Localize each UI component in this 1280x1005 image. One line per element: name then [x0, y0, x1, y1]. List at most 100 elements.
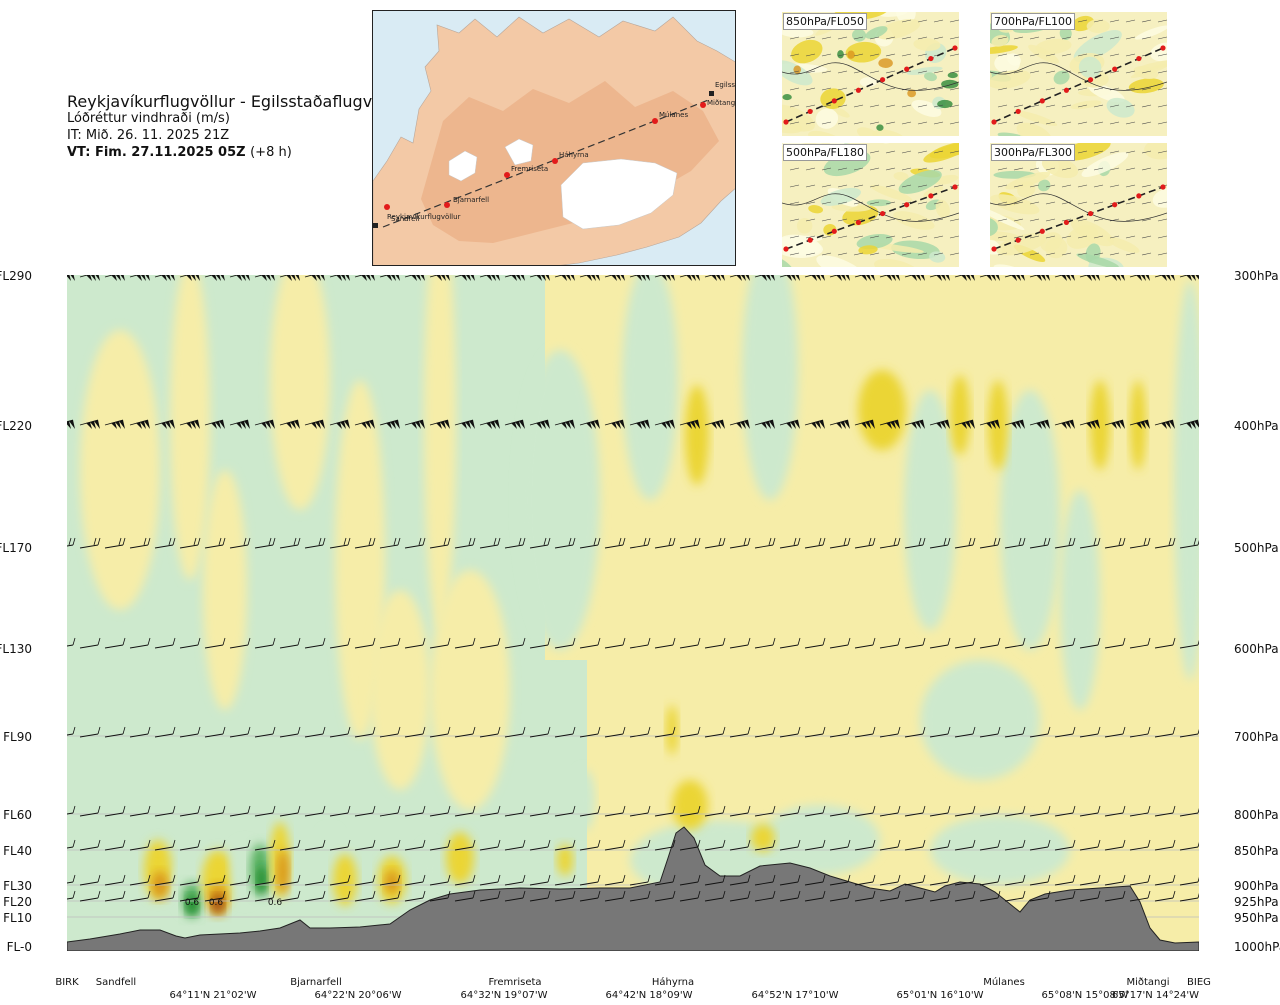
panel-wind-cell: [1028, 44, 1060, 64]
barb-feather: [597, 726, 601, 735]
barb-flag: [365, 421, 371, 429]
wind-barb: [854, 637, 876, 649]
panel-wind-barb: [949, 167, 959, 171]
panel-wind-barb: [949, 104, 959, 108]
barb-feather: [722, 839, 726, 848]
wind-barb: [904, 275, 925, 281]
wind-barb: [154, 890, 176, 902]
barb-staff: [504, 644, 524, 649]
wind-barb: [704, 839, 726, 851]
barb-staff: [354, 846, 374, 851]
barb-feather: [222, 637, 226, 646]
barb-feather: [668, 537, 672, 546]
wind-barb: [154, 537, 176, 549]
barb-feather: [447, 537, 451, 546]
barb-feather: [822, 839, 826, 848]
panel-wind-barb: [997, 184, 1008, 188]
wind-barb: [454, 839, 476, 851]
wind-barb: [729, 874, 751, 886]
barb-staff: [1079, 897, 1099, 902]
wind-field-cell: [666, 705, 678, 755]
barb-feather: [1147, 805, 1151, 814]
barb-feather: [1097, 874, 1101, 883]
barb-flag: [486, 275, 492, 281]
barb-feather: [97, 805, 101, 814]
panel-wind-barb: [1029, 235, 1040, 239]
barb-feather: [197, 890, 201, 899]
panel-waypoint: [855, 87, 862, 93]
panel-wind-barb: [949, 218, 959, 222]
barb-flag: [619, 420, 625, 429]
barb-staff: [454, 846, 474, 851]
panel-wind-barb: [949, 36, 959, 40]
barb-flag: [465, 421, 471, 429]
barb-feather: [547, 890, 551, 899]
barb-feather: [347, 805, 351, 814]
barb-flag: [1095, 275, 1100, 281]
barb-feather: [172, 537, 176, 546]
barb-flag: [136, 275, 142, 281]
barb-flag: [236, 422, 242, 429]
wind-barb: [754, 839, 776, 851]
wind-barb: [404, 637, 426, 649]
wind-barb: [154, 839, 176, 851]
wind-barb: [1004, 839, 1026, 851]
wind-barb: [79, 537, 101, 549]
barb-feather: [97, 874, 101, 883]
panel-wind-cell: [906, 66, 943, 76]
barb-flag: [994, 420, 1000, 429]
barb-staff: [429, 733, 449, 738]
wind-field-cell: [672, 780, 708, 830]
panel-wind-cell: [1059, 26, 1072, 40]
barb-feather: [447, 637, 451, 646]
barb-feather: [447, 839, 451, 848]
panel-track: [993, 47, 1164, 123]
barb-feather: [522, 637, 526, 646]
barb-feather: [997, 726, 1001, 735]
barb-flag: [1136, 422, 1142, 429]
barb-staff: [67, 644, 74, 647]
barb-feather: [1172, 874, 1176, 883]
barb-staff: [754, 812, 774, 817]
wind-barb: [954, 839, 976, 851]
panel-wind-barb: [949, 19, 959, 23]
panel-wind-barb: [901, 252, 912, 256]
panel-wind-barb: [1077, 252, 1088, 256]
barb-staff: [654, 897, 674, 902]
panel-wind-barb: [933, 87, 944, 91]
barb-feather: [522, 890, 526, 899]
barb-staff: [754, 733, 774, 738]
wind-barb: [504, 805, 526, 817]
barb-feather: [572, 805, 576, 814]
barb-flag: [344, 420, 350, 429]
barb-staff: [1104, 812, 1124, 817]
barb-staff: [979, 846, 999, 851]
wind-barb: [379, 890, 401, 902]
barb-staff: [979, 897, 999, 902]
barb-feather: [118, 537, 122, 546]
barb-flag: [361, 422, 367, 429]
panel-wind-barb: [805, 104, 816, 108]
panel-waypoint: [1112, 66, 1118, 72]
airport-end-marker: [709, 91, 714, 96]
barb-staff: [854, 812, 874, 817]
barb-flag: [111, 422, 117, 429]
barb-feather: [543, 537, 547, 546]
barb-feather: [697, 839, 701, 848]
barb-feather: [443, 537, 447, 546]
barb-staff: [79, 881, 99, 886]
wind-barb: [454, 805, 476, 817]
panel-wind-barb: [949, 87, 959, 91]
barb-feather: [847, 890, 851, 899]
barb-feather: [1197, 540, 1199, 546]
barb-flag: [665, 421, 671, 429]
flight-level-label: FL60: [3, 808, 32, 822]
panel-waypoint: [831, 228, 837, 234]
wind-barb: [104, 726, 126, 738]
barb-feather: [772, 726, 776, 735]
wind-barb: [904, 637, 926, 649]
barb-staff: [604, 644, 624, 649]
panel-wind-barb: [837, 87, 848, 91]
wind-barb: [679, 275, 700, 281]
barb-flag: [886, 275, 892, 281]
